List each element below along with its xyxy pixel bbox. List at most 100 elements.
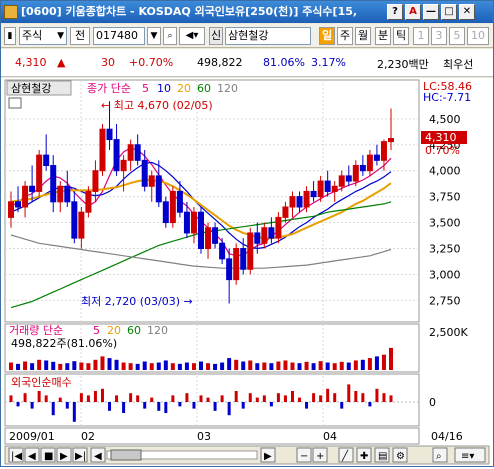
price-tick-label: 2,750 — [429, 294, 461, 307]
interval-1-button[interactable]: 1 — [413, 27, 429, 45]
foreign-bar — [199, 395, 203, 402]
grid-toggle-icon[interactable] — [8, 97, 22, 109]
foreign-bar — [333, 393, 337, 402]
next-page-button[interactable] — [56, 447, 72, 463]
interval-10-button[interactable]: 10 — [467, 27, 489, 45]
candle-body — [331, 185, 338, 192]
foreign-bar — [276, 393, 280, 402]
volume-bar — [128, 363, 133, 370]
foreign-bar — [368, 402, 372, 407]
scroll-track[interactable] — [106, 450, 258, 460]
volume-bar — [142, 361, 147, 370]
candle-body — [127, 144, 134, 161]
volume-bar — [79, 362, 84, 370]
code-dropdown-button[interactable]: ▼ — [147, 27, 161, 45]
print-button[interactable] — [374, 447, 390, 463]
volume-bar — [65, 363, 70, 370]
candle-body — [85, 190, 92, 213]
axis-labels: 4,5004,2504,0003,7503,5003,2503,0002,750… — [429, 113, 468, 409]
close-button[interactable]: ✕ — [459, 4, 475, 20]
foreign-label: 외국인순매수 — [11, 376, 72, 389]
candle-body — [50, 165, 57, 203]
volume-bar — [269, 363, 274, 370]
foreign-bar — [192, 402, 196, 409]
volume-bar — [93, 359, 98, 370]
scroll-thumb[interactable] — [110, 449, 142, 461]
zoom-out-button[interactable] — [296, 447, 312, 463]
foreign-bar — [37, 391, 41, 402]
volume-bar — [170, 363, 175, 370]
speaker-icon[interactable]: ◀▾ — [179, 27, 205, 45]
ma-120-label: 120 — [217, 82, 238, 95]
foreign-bar — [262, 395, 266, 402]
first-button[interactable] — [8, 447, 24, 463]
minimize-button[interactable]: — — [423, 4, 439, 20]
foreign-bar — [16, 402, 20, 407]
period-minute-button[interactable]: 분 — [375, 27, 391, 45]
candle-body — [57, 185, 64, 203]
volume-bar — [44, 360, 49, 370]
period-day-button[interactable]: 일 — [319, 27, 335, 45]
volume-bar — [374, 356, 379, 370]
candle-body — [162, 201, 169, 224]
candle-body — [261, 227, 268, 244]
settings-button[interactable] — [392, 447, 408, 463]
help-button[interactable]: ? — [387, 4, 403, 20]
foreign-bar — [206, 397, 210, 402]
maximize-button[interactable]: □ — [441, 4, 457, 20]
alert-button[interactable]: A — [405, 4, 421, 20]
print-icon: ▤ — [378, 451, 387, 462]
period-week-button[interactable]: 주 — [337, 27, 353, 45]
candle-body — [366, 154, 373, 172]
foreign-bar — [213, 402, 217, 411]
candle-body — [212, 227, 219, 244]
prev-button[interactable]: 전 — [70, 27, 90, 45]
draw-line-button[interactable] — [338, 447, 354, 463]
foreign-bar — [361, 393, 365, 402]
volume-bar — [114, 359, 119, 370]
zoom-in-button[interactable] — [312, 447, 328, 463]
chevron-down-icon: ▼ — [57, 31, 64, 41]
volume-bar — [30, 363, 35, 370]
ma-label: 종가 단순 — [87, 82, 131, 95]
crosshair-button[interactable] — [356, 447, 372, 463]
candle-body — [388, 138, 394, 143]
period-tick-button[interactable]: 틱 — [393, 27, 409, 45]
last-button[interactable] — [72, 447, 88, 463]
zoom-in-icon: + — [316, 451, 324, 462]
search-icon[interactable]: ⌕ — [163, 27, 177, 45]
date-label-feb: 02 — [81, 430, 95, 443]
interval-3-button[interactable]: 3 — [431, 27, 447, 45]
stop-button[interactable] — [40, 447, 56, 463]
draw-line-icon: ╱ — [341, 449, 349, 462]
period-month-button[interactable]: 월 — [355, 27, 371, 45]
code-input[interactable]: 017480 — [93, 27, 145, 45]
chart-svg[interactable]: 4,5004,2504,0003,7503,5003,2503,0002,750… — [1, 78, 493, 466]
right-scroll-button[interactable] — [260, 447, 276, 463]
candle-body — [233, 247, 240, 281]
interval-5-button[interactable]: 5 — [449, 27, 465, 45]
volume-bar — [149, 363, 154, 370]
volume-tick-label: 2,500K — [429, 326, 468, 339]
pin-icon[interactable]: ▮ — [4, 27, 16, 45]
hc-label: HC:-7.71 — [423, 91, 471, 104]
foreign-bar — [58, 397, 62, 402]
prev-page-button[interactable] — [24, 447, 40, 463]
scroll-controls[interactable]: |◀ ◀ ■ ▶ ▶| ◀ ▶ − + ╱ — [8, 447, 486, 463]
foreign-net-bars — [5, 384, 419, 422]
right-arrow-icon: → — [180, 295, 193, 308]
volume-bar — [227, 358, 232, 370]
left-scroll-button[interactable] — [90, 447, 106, 463]
foreign-bar — [319, 395, 323, 402]
volume-value: 498,822 — [197, 56, 243, 69]
type-select[interactable]: 주식 ▼ — [19, 27, 67, 45]
candle-body — [317, 180, 324, 198]
price-summary-bar: 4,310 ▲ 30 +0.70% 498,822 81.06% 3.17% 2… — [1, 49, 493, 77]
volume-bar — [325, 362, 330, 370]
options-button[interactable] — [454, 447, 486, 463]
foreign-bar — [72, 402, 76, 422]
pct-tag: 0.70% — [425, 144, 460, 157]
chart-area[interactable]: 4,500 4,250 4,000 3,750 3,500 3,250 3,000 2,750… — [1, 78, 493, 466]
foreign-bar — [305, 402, 309, 409]
search-button[interactable] — [432, 447, 448, 463]
